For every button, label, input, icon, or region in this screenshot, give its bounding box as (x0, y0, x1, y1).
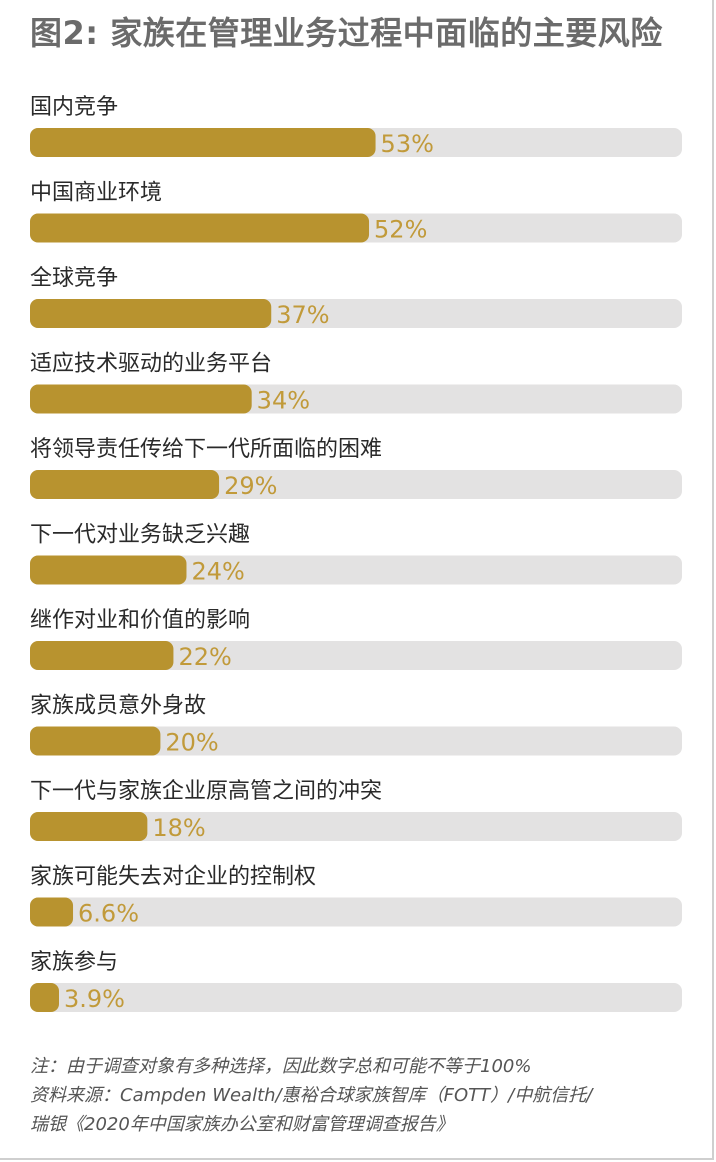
category-label: 下一代与家族企业原高管之间的冲突 (30, 779, 382, 804)
bar (30, 470, 220, 499)
value-label: 3.9% (64, 985, 125, 1013)
bar (30, 213, 370, 243)
value-label: 24% (191, 558, 244, 586)
bar (30, 641, 174, 670)
bar-chart: 国内竞争 53% 中国商业环境 52% 全球竞争 37%适应技术驱动的业务平台 34% 将领导… (30, 95, 682, 1013)
value-label: 18% (152, 814, 205, 842)
category-label: 适应技术驱动的业务平台 (30, 352, 272, 377)
bar (30, 726, 161, 756)
category-label: 下一代对业务缺乏兴趣 (30, 523, 250, 548)
bar (30, 299, 272, 328)
category-label: 国内竞争 (30, 95, 118, 120)
bar-track (30, 726, 682, 756)
value-label: 53% (381, 130, 434, 158)
category-label: 家族可能失去对企业的控制权 (30, 865, 316, 890)
bar (30, 812, 148, 841)
bar (30, 384, 252, 414)
value-label: 20% (165, 729, 218, 757)
source-text-line2: 瑞银《2020年中国家族办公室和财富管理调查报告》 (30, 1114, 454, 1135)
value-label: 34% (257, 387, 310, 415)
bar (30, 983, 59, 1012)
bar-track (30, 641, 682, 670)
bar-track (30, 983, 682, 1012)
chart-title: 图2: 家族在管理业务过程中面临的主要风险 (30, 14, 663, 52)
category-label: 家族参与 (30, 950, 118, 975)
category-label: 中国商业环境 (30, 181, 162, 206)
value-label: 37% (276, 301, 329, 329)
source-text-line1: 资料来源：Campden Wealth/惠裕合球家族智库（FOTT）/中航信托/ (30, 1085, 593, 1106)
bar (30, 128, 376, 157)
category-label: 将领导责任传给下一代所面临的困难 (30, 437, 382, 462)
value-label: 22% (178, 643, 231, 671)
category-label: 继作对业和价值的影响 (30, 608, 250, 633)
bar (30, 555, 187, 585)
bar-track (30, 812, 682, 841)
value-label: 52% (374, 216, 427, 244)
bar-track (30, 897, 682, 927)
bar-track (30, 555, 682, 585)
note-text: 注：由于调查对象有多种选择，因此数字总和可能不等于100% (30, 1056, 532, 1077)
category-label: 家族成员意外身故 (30, 694, 206, 719)
value-label: 29% (224, 472, 277, 500)
category-label: 全球竞争 (30, 266, 118, 291)
value-label: 6.6% (78, 900, 139, 928)
bar (30, 897, 74, 927)
